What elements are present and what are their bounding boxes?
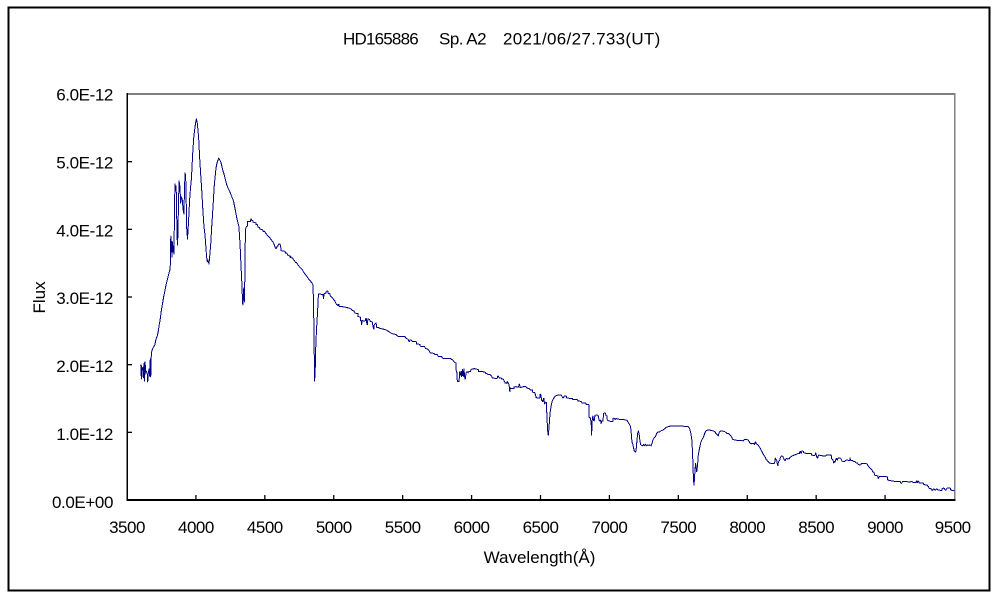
svg-text:Sp. A2: Sp. A2 [439, 30, 486, 49]
svg-text:5000: 5000 [316, 518, 352, 537]
svg-text:6.0E-12: 6.0E-12 [56, 85, 113, 104]
svg-text:2.0E-12: 2.0E-12 [56, 357, 113, 376]
svg-text:5500: 5500 [385, 518, 421, 537]
svg-text:1.0E-12: 1.0E-12 [56, 425, 113, 444]
svg-text:0.0E+00: 0.0E+00 [52, 493, 113, 512]
svg-text:Flux: Flux [30, 281, 49, 314]
svg-text:2021/06/27.733(UT): 2021/06/27.733(UT) [503, 30, 661, 49]
svg-text:9500: 9500 [935, 518, 971, 537]
svg-text:7000: 7000 [592, 518, 628, 537]
svg-text:4.0E-12: 4.0E-12 [56, 221, 113, 240]
svg-text:9000: 9000 [867, 518, 903, 537]
svg-text:7500: 7500 [660, 518, 696, 537]
svg-text:8500: 8500 [798, 518, 834, 537]
svg-text:4500: 4500 [247, 518, 283, 537]
svg-text:3500: 3500 [109, 518, 145, 537]
svg-text:4000: 4000 [178, 518, 214, 537]
svg-text:8000: 8000 [729, 518, 765, 537]
svg-text:3.0E-12: 3.0E-12 [56, 289, 113, 308]
svg-text:6500: 6500 [523, 518, 559, 537]
svg-text:HD165886: HD165886 [343, 30, 418, 49]
svg-text:Wavelength(Å): Wavelength(Å) [484, 548, 596, 567]
svg-text:6000: 6000 [454, 518, 490, 537]
svg-text:5.0E-12: 5.0E-12 [56, 153, 113, 172]
